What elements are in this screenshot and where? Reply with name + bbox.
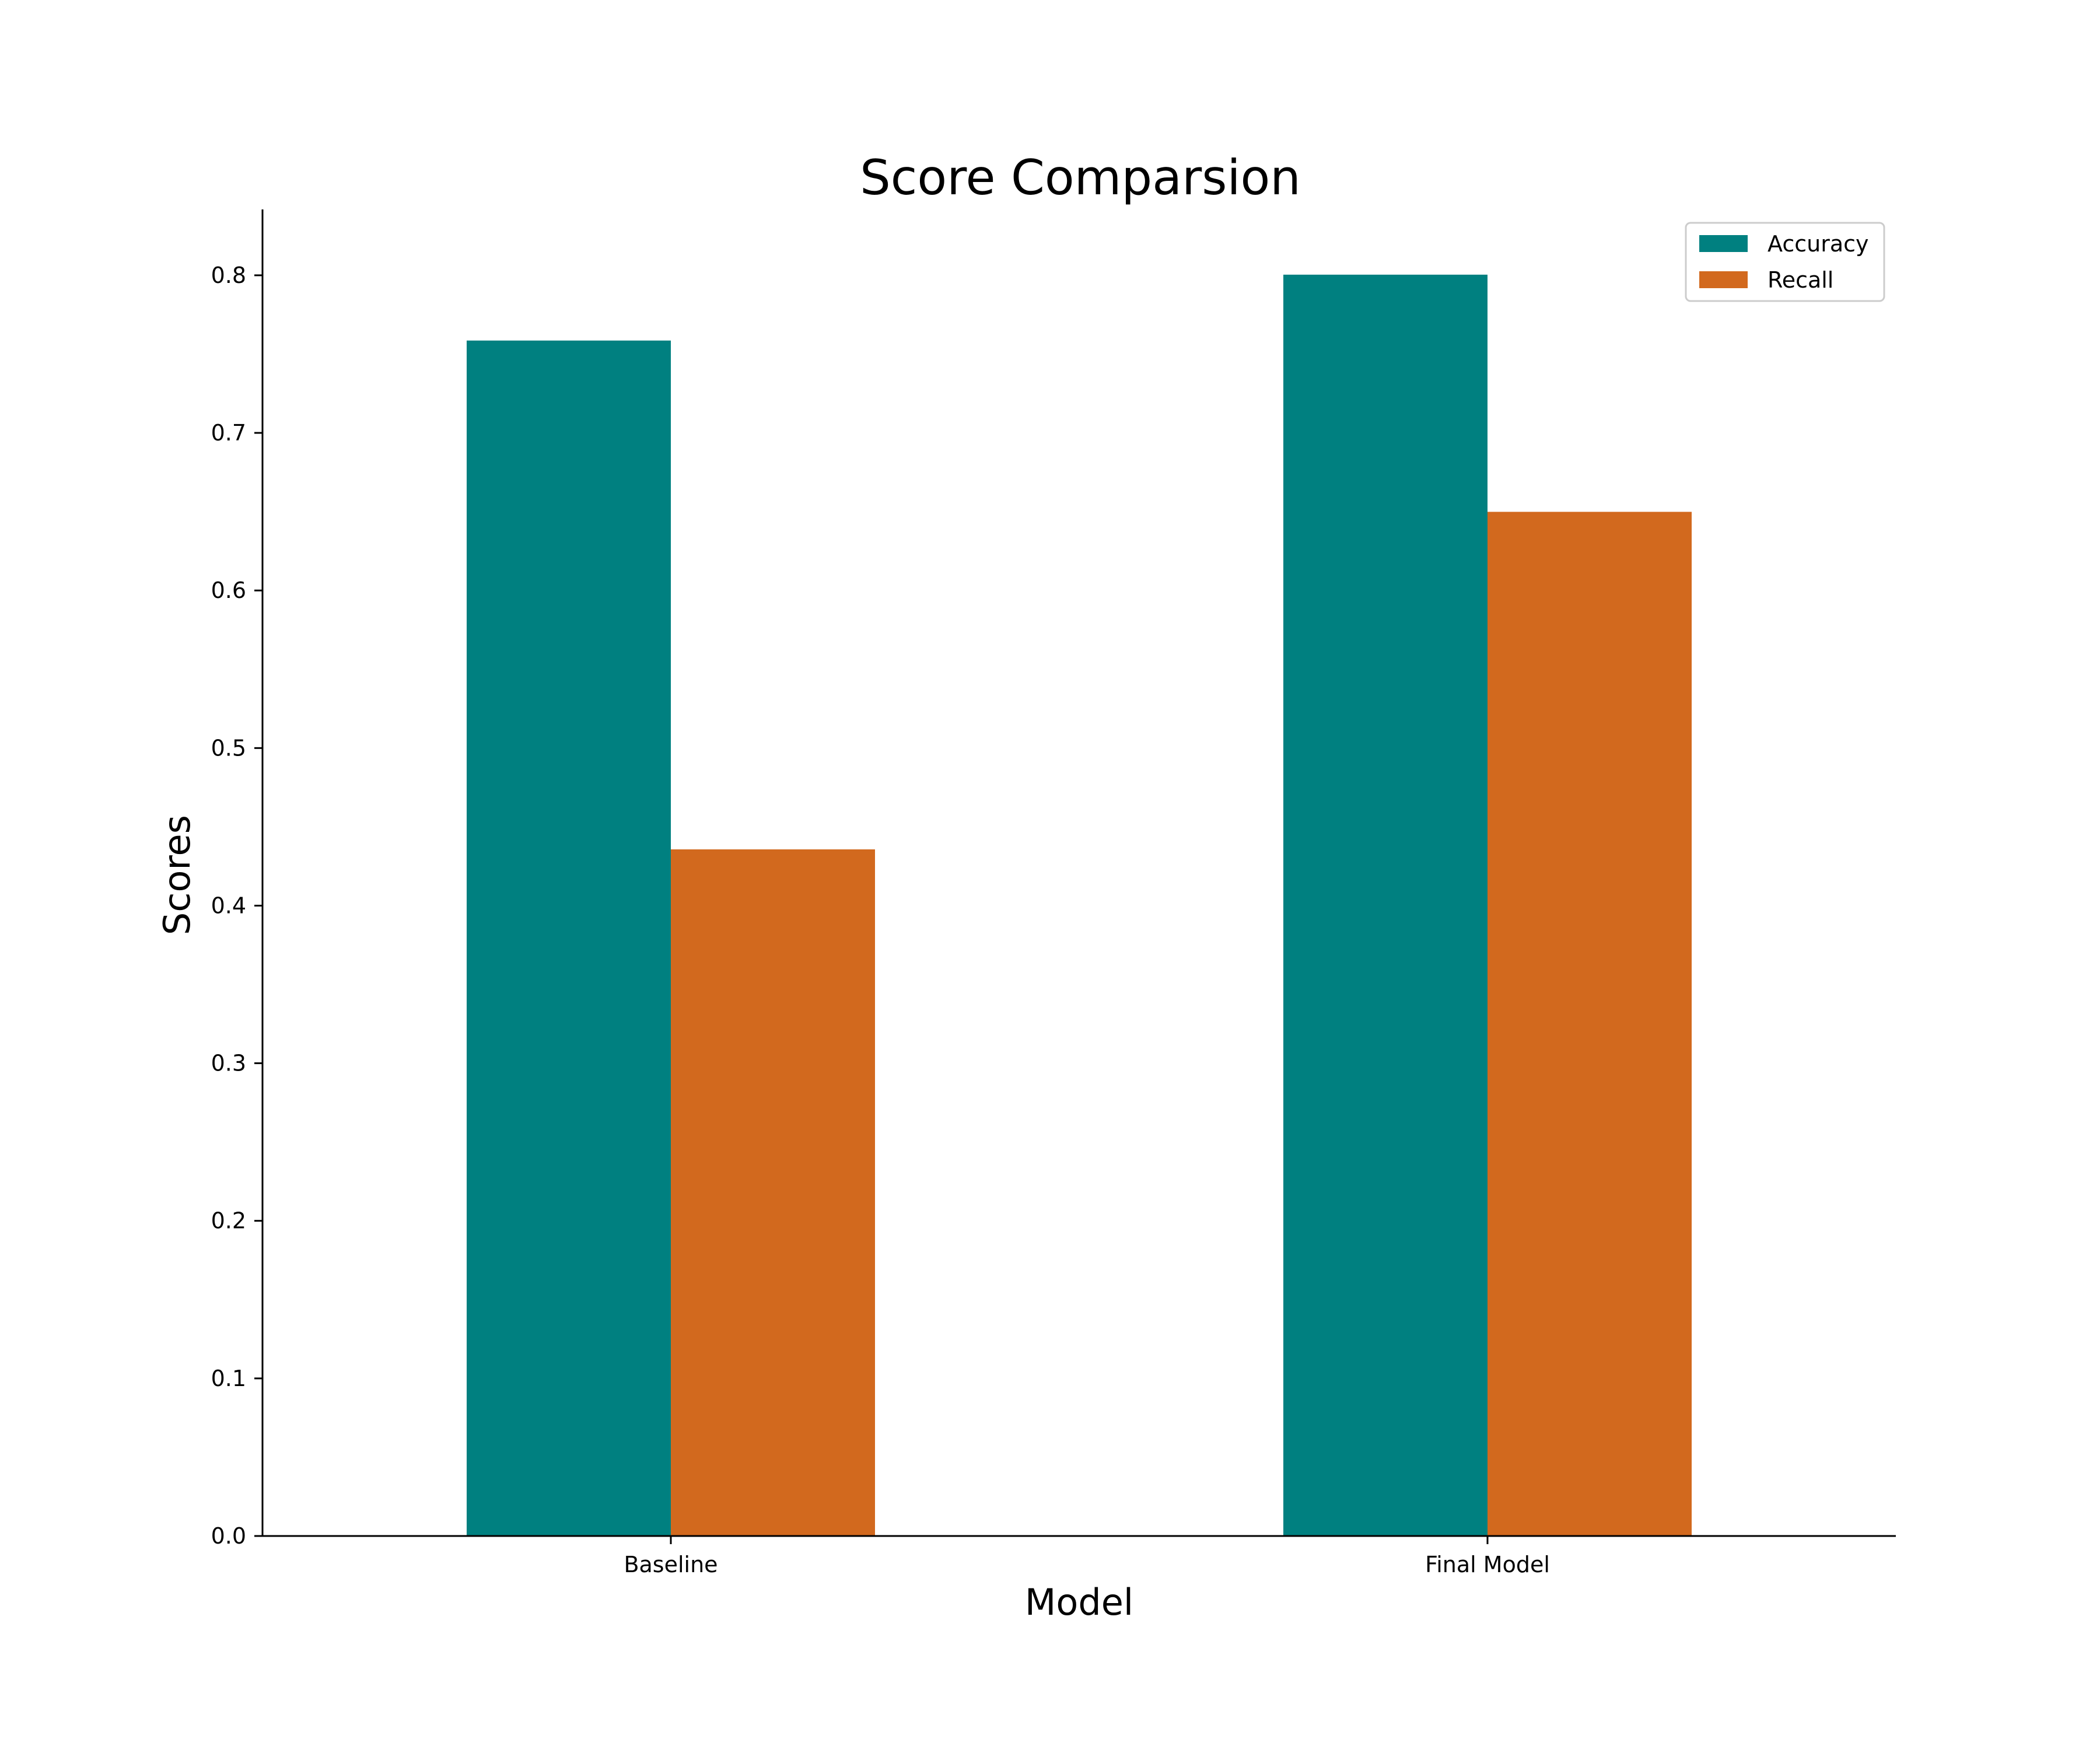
y-tick-label: 0.1 [211, 1366, 246, 1391]
y-tick-label: 0.3 [211, 1051, 246, 1076]
y-tick-label: 0.4 [211, 893, 246, 918]
bars-group [467, 274, 1692, 1537]
y-tick-label: 0.8 [211, 263, 246, 288]
x-axis-label: Model [1025, 1581, 1133, 1623]
y-tick-label: 0.6 [211, 578, 246, 603]
x-ticks-group: Baseline Final Model [624, 1536, 1550, 1577]
y-tick-label: 0.5 [211, 735, 246, 761]
bar-accuracy-baseline [467, 340, 671, 1536]
bar-recall-baseline [671, 849, 875, 1536]
y-tick-label: 0.7 [211, 420, 246, 446]
legend-swatch-accuracy [1699, 235, 1748, 252]
x-tick-label: Final Model [1425, 1552, 1550, 1577]
chart-title: Score Comparsion [860, 149, 1301, 206]
bar-accuracy-final-model [1283, 274, 1488, 1537]
x-tick-label: Baseline [624, 1552, 718, 1577]
y-tick-label: 0.0 [211, 1523, 246, 1549]
y-ticks-group: 0.0 0.1 0.2 0.3 0.4 0.5 0.6 0.7 0.8 [211, 263, 262, 1549]
y-tick-label: 0.2 [211, 1208, 246, 1234]
legend: Accuracy Recall [1685, 222, 1885, 302]
legend-label-accuracy: Accuracy [1768, 231, 1869, 257]
bar-recall-final-model [1488, 512, 1692, 1536]
y-axis-label: Scores [156, 815, 198, 935]
legend-items: Accuracy Recall [1699, 231, 1869, 293]
legend-label-recall: Recall [1768, 267, 1833, 293]
legend-swatch-recall [1699, 271, 1748, 288]
